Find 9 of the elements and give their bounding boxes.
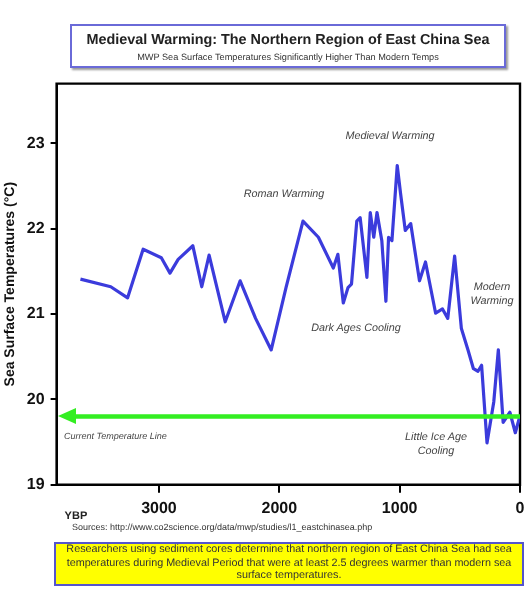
x-tick-label: 1000 <box>381 498 419 517</box>
x-tick-label: 0 <box>515 498 526 517</box>
y-tick-label: 21 <box>26 304 46 323</box>
y-tick-label: 19 <box>26 475 46 494</box>
y-tick-label: 20 <box>26 389 46 408</box>
y-tick-label: 23 <box>26 133 46 152</box>
x-tick-label: 3000 <box>141 498 178 517</box>
y-tick-label: 22 <box>26 219 46 238</box>
x-tick-label: 2000 <box>261 498 299 517</box>
